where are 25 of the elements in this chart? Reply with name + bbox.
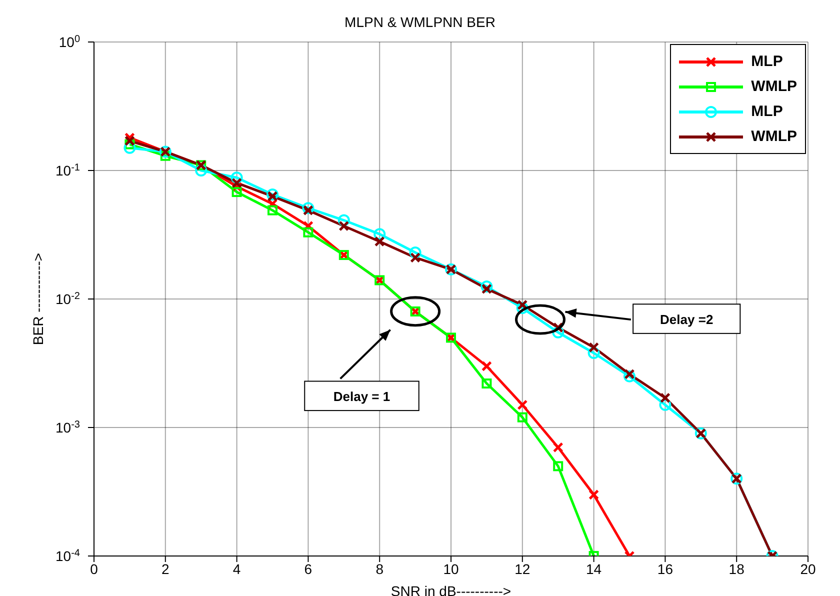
legend-label: WMLP	[751, 128, 797, 145]
x-tick-label: 8	[376, 560, 384, 577]
x-axis-title: SNR in dB---------->	[390, 583, 512, 596]
y-axis-title: BER ----------->	[30, 252, 46, 346]
y-tick-label: 10$^{-3}$	[56, 419, 80, 436]
legend-label: MLP	[751, 53, 783, 70]
y-tick-label: 10$^{0}$	[58, 34, 80, 50]
x-tick-label: 0	[90, 560, 98, 577]
x-tick-label: 2	[162, 560, 170, 577]
x-tick-label: 20	[800, 560, 816, 577]
y-tick-label: 10$^{-2}$	[56, 290, 80, 307]
y-tick-label: 10$^{-4}$	[56, 548, 80, 564]
x-tick-label: 14	[586, 560, 602, 577]
annotation: Delay =2	[660, 312, 714, 327]
y-tick-label: 10$^{-1}$	[56, 162, 80, 178]
x-tick-label: 10	[443, 560, 459, 577]
x-tick-label: 16	[657, 560, 674, 577]
legend-label: WMLP	[751, 78, 797, 95]
legend-label: MLP	[751, 103, 783, 120]
x-tick-label: 6	[304, 560, 312, 577]
chart-title: MLPN & WMLPNN BER	[344, 14, 496, 30]
x-tick-label: 4	[232, 560, 241, 577]
x-tick-label: 12	[514, 560, 530, 577]
x-tick-label: 18	[728, 560, 745, 577]
annotation: Delay = 1	[333, 388, 390, 404]
